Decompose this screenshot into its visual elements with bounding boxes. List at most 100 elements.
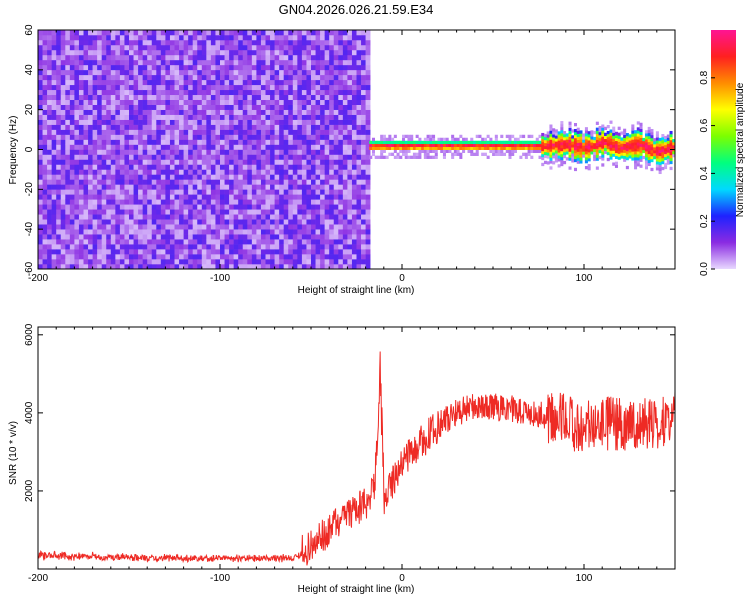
spectrogram-cell bbox=[361, 124, 366, 130]
spectrogram-cell bbox=[215, 34, 221, 41]
spectrogram-cell bbox=[65, 179, 71, 185]
spectrogram-cell bbox=[639, 125, 643, 130]
spectrogram-cell bbox=[169, 84, 175, 91]
spectrogram-cell bbox=[210, 129, 216, 135]
spectrogram-cell bbox=[78, 39, 84, 46]
spectrogram-cell bbox=[333, 104, 339, 110]
spectrogram-cell bbox=[97, 224, 102, 230]
spectrogram-cell bbox=[655, 143, 659, 147]
spectrogram-cell bbox=[56, 49, 62, 56]
spectrogram-cell bbox=[475, 152, 479, 156]
spectrogram-cell bbox=[593, 142, 597, 147]
spectrogram-cell bbox=[288, 159, 294, 165]
spectrogram-cell bbox=[292, 139, 298, 145]
spectrogram-cell bbox=[292, 239, 298, 245]
spectrogram-cell bbox=[233, 54, 239, 61]
spectrogram-cell bbox=[42, 199, 48, 205]
spectrogram-cell bbox=[324, 184, 330, 190]
spectrogram-cell bbox=[587, 152, 591, 156]
spectrogram-cell bbox=[587, 146, 591, 150]
spectrogram-cell bbox=[672, 142, 676, 146]
spectrogram-cell bbox=[174, 159, 180, 165]
spectrogram-cell bbox=[288, 139, 294, 145]
spectrogram-cell bbox=[65, 224, 71, 230]
spectrogram-cell bbox=[188, 39, 193, 46]
spectrogram-cell bbox=[165, 244, 171, 250]
spectrogram-cell bbox=[288, 124, 294, 130]
spectrogram-cell bbox=[60, 69, 66, 76]
spectrogram-cell bbox=[169, 139, 175, 145]
spectrogram-cell bbox=[78, 44, 84, 51]
spectrogram-cell bbox=[74, 149, 80, 155]
spectrogram-cell bbox=[582, 148, 586, 152]
spectrogram-cell bbox=[156, 39, 162, 46]
spectrogram-cell bbox=[351, 169, 357, 175]
spectrogram-cell bbox=[590, 151, 594, 155]
spectrogram-cell bbox=[165, 114, 171, 120]
spectrogram-cell bbox=[388, 137, 392, 142]
spectrogram-cell bbox=[229, 244, 234, 250]
spectrogram-cell bbox=[301, 144, 307, 150]
spectrogram-cell bbox=[270, 109, 275, 115]
spectrogram-cell bbox=[56, 204, 62, 210]
spectrogram-cell bbox=[612, 162, 616, 166]
spectrogram-cell bbox=[260, 264, 266, 270]
spectrogram-cell bbox=[119, 119, 125, 125]
spectrogram-cell bbox=[242, 229, 248, 235]
spectrogram-cell bbox=[634, 136, 638, 140]
spectrogram-cell bbox=[530, 140, 534, 145]
spectrogram-cell bbox=[576, 157, 580, 161]
spectrogram-cell bbox=[69, 84, 75, 91]
spectrogram-cell bbox=[47, 134, 52, 140]
spectrogram-cell bbox=[88, 34, 93, 41]
spectrogram-cell bbox=[101, 229, 107, 235]
spectrogram-cell bbox=[92, 224, 98, 230]
spectrogram-cell bbox=[156, 134, 162, 140]
spectrogram-cell bbox=[283, 129, 289, 135]
spectrogram-cell bbox=[565, 148, 569, 152]
spectrogram-cell bbox=[279, 104, 284, 110]
spectrogram-cell bbox=[156, 249, 162, 255]
spectrogram-cell bbox=[151, 109, 157, 115]
spectrogram-cell bbox=[215, 234, 221, 240]
spectrogram-cell bbox=[192, 164, 198, 170]
spectrogram-cell bbox=[56, 119, 62, 125]
spectrogram-cell bbox=[42, 159, 48, 165]
spectrogram-cell bbox=[429, 146, 433, 150]
spectrogram-cell bbox=[382, 137, 386, 142]
spectrogram-cell bbox=[396, 152, 400, 156]
spectrogram-cell bbox=[160, 139, 166, 145]
spectrogram-cell bbox=[351, 139, 357, 145]
spectrogram-cell bbox=[229, 30, 234, 36]
spectrogram-cell bbox=[356, 189, 362, 195]
spectrogram-cell bbox=[242, 194, 248, 200]
spectrogram-cell bbox=[292, 79, 298, 86]
spectrogram-cell bbox=[83, 174, 89, 180]
spectrogram-cell bbox=[320, 259, 325, 265]
spectrogram-cell bbox=[265, 159, 271, 165]
spectrogram-cell bbox=[361, 209, 366, 215]
spectrogram-cell bbox=[233, 34, 239, 41]
spectrogram-cell bbox=[557, 164, 561, 168]
spectrogram-cell bbox=[201, 214, 207, 220]
spectrogram-cell bbox=[197, 49, 203, 56]
spectrogram-cell bbox=[265, 89, 271, 96]
spectrogram-cell bbox=[324, 264, 330, 270]
spectrogram-cell bbox=[456, 140, 460, 145]
spectrogram-cell bbox=[297, 254, 303, 260]
spectrogram-cell bbox=[38, 219, 43, 225]
spectrogram-cell bbox=[51, 99, 57, 105]
spectrogram-cell bbox=[210, 84, 216, 91]
spectrogram-cell bbox=[636, 148, 640, 152]
spectrogram-cell bbox=[106, 69, 112, 76]
spectrogram-cell bbox=[197, 59, 203, 66]
spectrogram-cell bbox=[614, 146, 618, 151]
spectrogram-cell bbox=[78, 239, 84, 245]
spectrogram-cell bbox=[251, 259, 257, 265]
spectrogram-cell bbox=[147, 84, 153, 91]
spectrogram-cell bbox=[142, 119, 148, 125]
spectrogram-cell bbox=[179, 129, 184, 135]
spectrogram-cell bbox=[147, 164, 153, 170]
spectrogram-cell bbox=[88, 209, 93, 215]
spectrogram-cell bbox=[110, 264, 116, 270]
